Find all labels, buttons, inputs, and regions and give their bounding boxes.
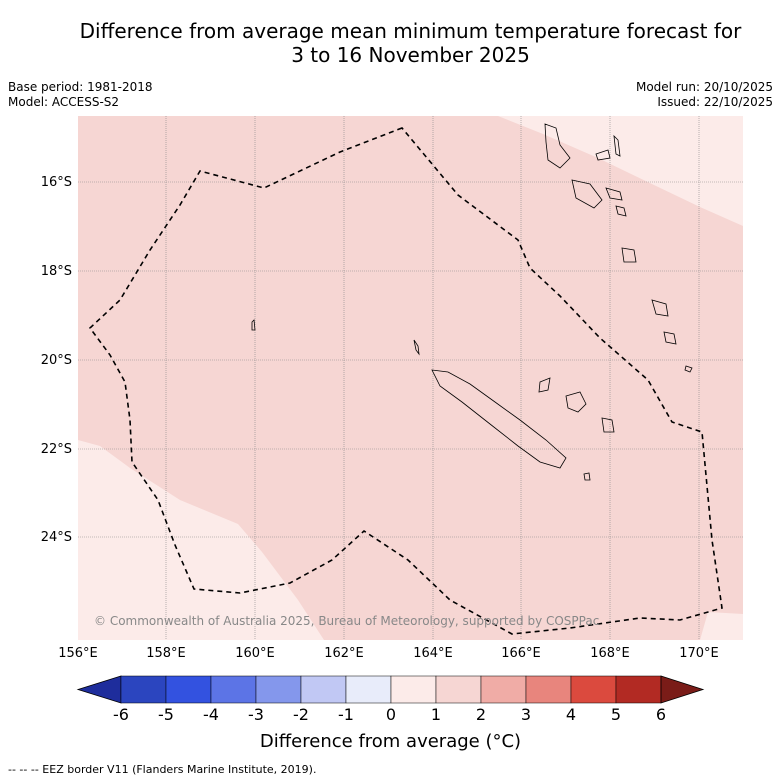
base-period: Base period: 1981-2018 <box>8 80 153 94</box>
colorbar-segment <box>210 675 257 704</box>
colorbar-segment <box>525 675 572 704</box>
model-run: Model run: 20/10/2025 <box>635 80 773 94</box>
tiga-island <box>601 417 615 433</box>
erromango-island <box>651 299 669 317</box>
light-region-southeast <box>700 612 743 640</box>
cb-tick-neg3: -3 <box>248 705 264 724</box>
eez-footnote: -- -- -- EEZ border V11 (Flanders Marine… <box>8 763 317 776</box>
ambrym-island <box>605 187 623 201</box>
colorbar-segment <box>255 675 302 704</box>
model-name: Model: ACCESS-S2 <box>8 95 120 109</box>
lon-label-166e: 166°E <box>501 646 541 661</box>
espiritu-santo-island <box>544 123 571 169</box>
maewo-island <box>595 149 611 161</box>
cb-tick-neg5: -5 <box>158 705 174 724</box>
lon-label-168e: 168°E <box>590 646 630 661</box>
colorbar-segment <box>120 675 167 704</box>
lat-label-16s: 16°S <box>40 175 72 190</box>
colorbar-segment <box>435 675 482 704</box>
tanna-island <box>663 331 677 345</box>
colorbar-segment <box>390 675 437 704</box>
issued-date: Issued: 22/10/2025 <box>657 95 773 109</box>
colorbar-arrow-high <box>660 675 705 704</box>
cb-tick-4: 4 <box>565 705 577 724</box>
efate-island <box>621 247 637 263</box>
small-reef-island <box>251 319 256 331</box>
lat-label-24s: 24°S <box>40 530 72 545</box>
aneityum-island <box>684 365 693 373</box>
lon-label-158e: 158°E <box>146 646 186 661</box>
colorbar-segment <box>480 675 527 704</box>
meta-right: Model run: 20/10/2025 Issued: 22/10/2025 <box>636 80 773 110</box>
lon-label-164e: 164°E <box>413 646 453 661</box>
cb-tick-neg1: -1 <box>338 705 354 724</box>
epi-island <box>615 205 627 217</box>
colorbar-segment <box>165 675 212 704</box>
belep-islands <box>413 339 420 356</box>
chart-title: Difference from average mean minimum tem… <box>0 19 781 67</box>
colorbar-segment <box>345 675 392 704</box>
colorbar-segment <box>570 675 617 704</box>
cb-tick-neg4: -4 <box>203 705 219 724</box>
colorbar-segment <box>300 675 347 704</box>
cb-tick-2: 2 <box>475 705 487 724</box>
lon-label-156e: 156°E <box>58 646 98 661</box>
lon-label-160e: 160°E <box>235 646 275 661</box>
lat-label-20s: 20°S <box>40 353 72 368</box>
lifou-island <box>538 377 551 393</box>
light-region-northeast <box>498 116 743 226</box>
isle-of-pines <box>583 472 591 481</box>
meta-left: Base period: 1981-2018 Model: ACCESS-S2 <box>8 80 153 110</box>
lon-label-170e: 170°E <box>679 646 719 661</box>
lon-label-162e: 162°E <box>324 646 364 661</box>
malekula-island <box>571 179 603 209</box>
new-caledonia-island <box>431 369 567 469</box>
cb-tick-neg2: -2 <box>293 705 309 724</box>
title-line-2: 3 to 16 November 2025 <box>291 43 530 67</box>
pentecost-island <box>613 134 621 157</box>
title-line-1: Difference from average mean minimum tem… <box>79 19 742 43</box>
mare-island <box>565 391 587 413</box>
cb-tick-1: 1 <box>430 705 442 724</box>
lat-label-18s: 18°S <box>40 264 72 279</box>
cb-tick-0: 0 <box>385 705 397 724</box>
light-region-southwest <box>78 440 324 640</box>
gridlines <box>78 116 743 640</box>
cb-tick-6: 6 <box>655 705 667 724</box>
copyright-notice: © Commonwealth of Australia 2025, Bureau… <box>94 614 600 628</box>
colorbar-title: Difference from average (°C) <box>259 731 522 752</box>
colorbar-arrow-low <box>76 675 122 704</box>
cb-tick-5: 5 <box>610 705 622 724</box>
cb-tick-neg6: -6 <box>113 705 129 724</box>
lat-label-22s: 22°S <box>40 442 72 457</box>
cb-tick-3: 3 <box>520 705 532 724</box>
colorbar-segment <box>615 675 662 704</box>
